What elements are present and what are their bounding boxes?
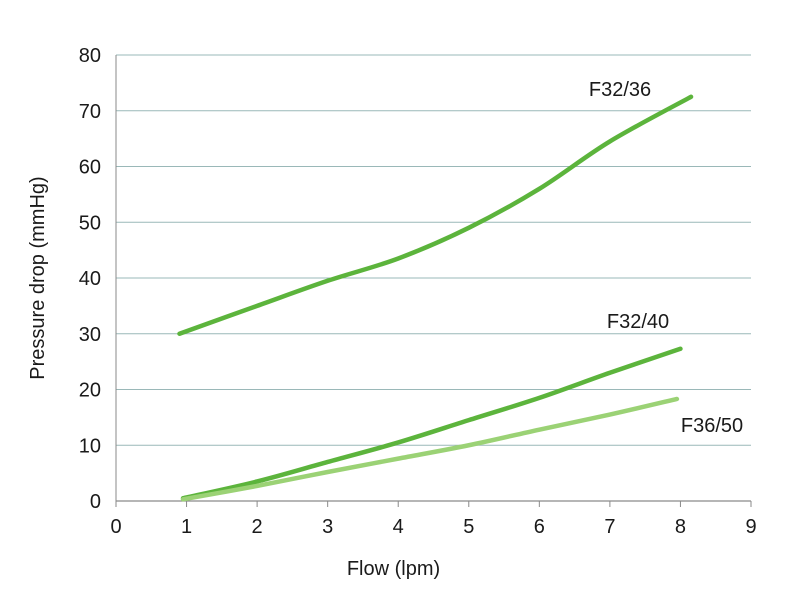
y-tick-label: 80: [79, 45, 101, 67]
y-tick-label: 20: [79, 380, 101, 402]
x-tick-label: 2: [252, 516, 263, 538]
x-tick-label: 3: [322, 516, 333, 538]
x-tick-label: 4: [393, 516, 404, 538]
axes: 0 10 20 30 40 50 60 70 80 0 1 2 3 4 5 6 7 8 9: [79, 45, 757, 538]
x-tick-label: 0: [110, 516, 121, 538]
x-tick-label: 1: [181, 516, 192, 538]
y-tick-label: 50: [79, 212, 101, 234]
y-tick-label: 60: [79, 157, 101, 179]
series-line-f32-40: [180, 346, 683, 501]
series-label-f32-36: F32/36: [589, 79, 651, 101]
x-tick-label: 7: [604, 516, 615, 538]
x-tick-label: 6: [534, 516, 545, 538]
series-lines: [177, 94, 694, 502]
y-axis-title: Pressure drop (mmHg): [27, 176, 49, 379]
x-tick-label: 9: [745, 516, 756, 538]
series-line-f36-50: [180, 396, 680, 502]
x-axis-title: Flow (lpm): [347, 558, 440, 580]
grid-lines: [116, 54, 751, 446]
x-tick-label: 8: [675, 516, 686, 538]
series-line-f32-36: [177, 94, 694, 336]
y-tick-label: 70: [79, 101, 101, 123]
y-tick-label: 30: [79, 324, 101, 346]
series-label-f36-50: F36/50: [681, 415, 743, 437]
y-tick-label: 0: [90, 491, 101, 513]
y-tick-label: 10: [79, 435, 101, 457]
x-tick-label: 5: [463, 516, 474, 538]
y-tick-label: 40: [79, 268, 101, 290]
series-labels: F32/36 F32/40 F36/50: [589, 79, 743, 437]
series-label-f32-40: F32/40: [607, 311, 669, 333]
